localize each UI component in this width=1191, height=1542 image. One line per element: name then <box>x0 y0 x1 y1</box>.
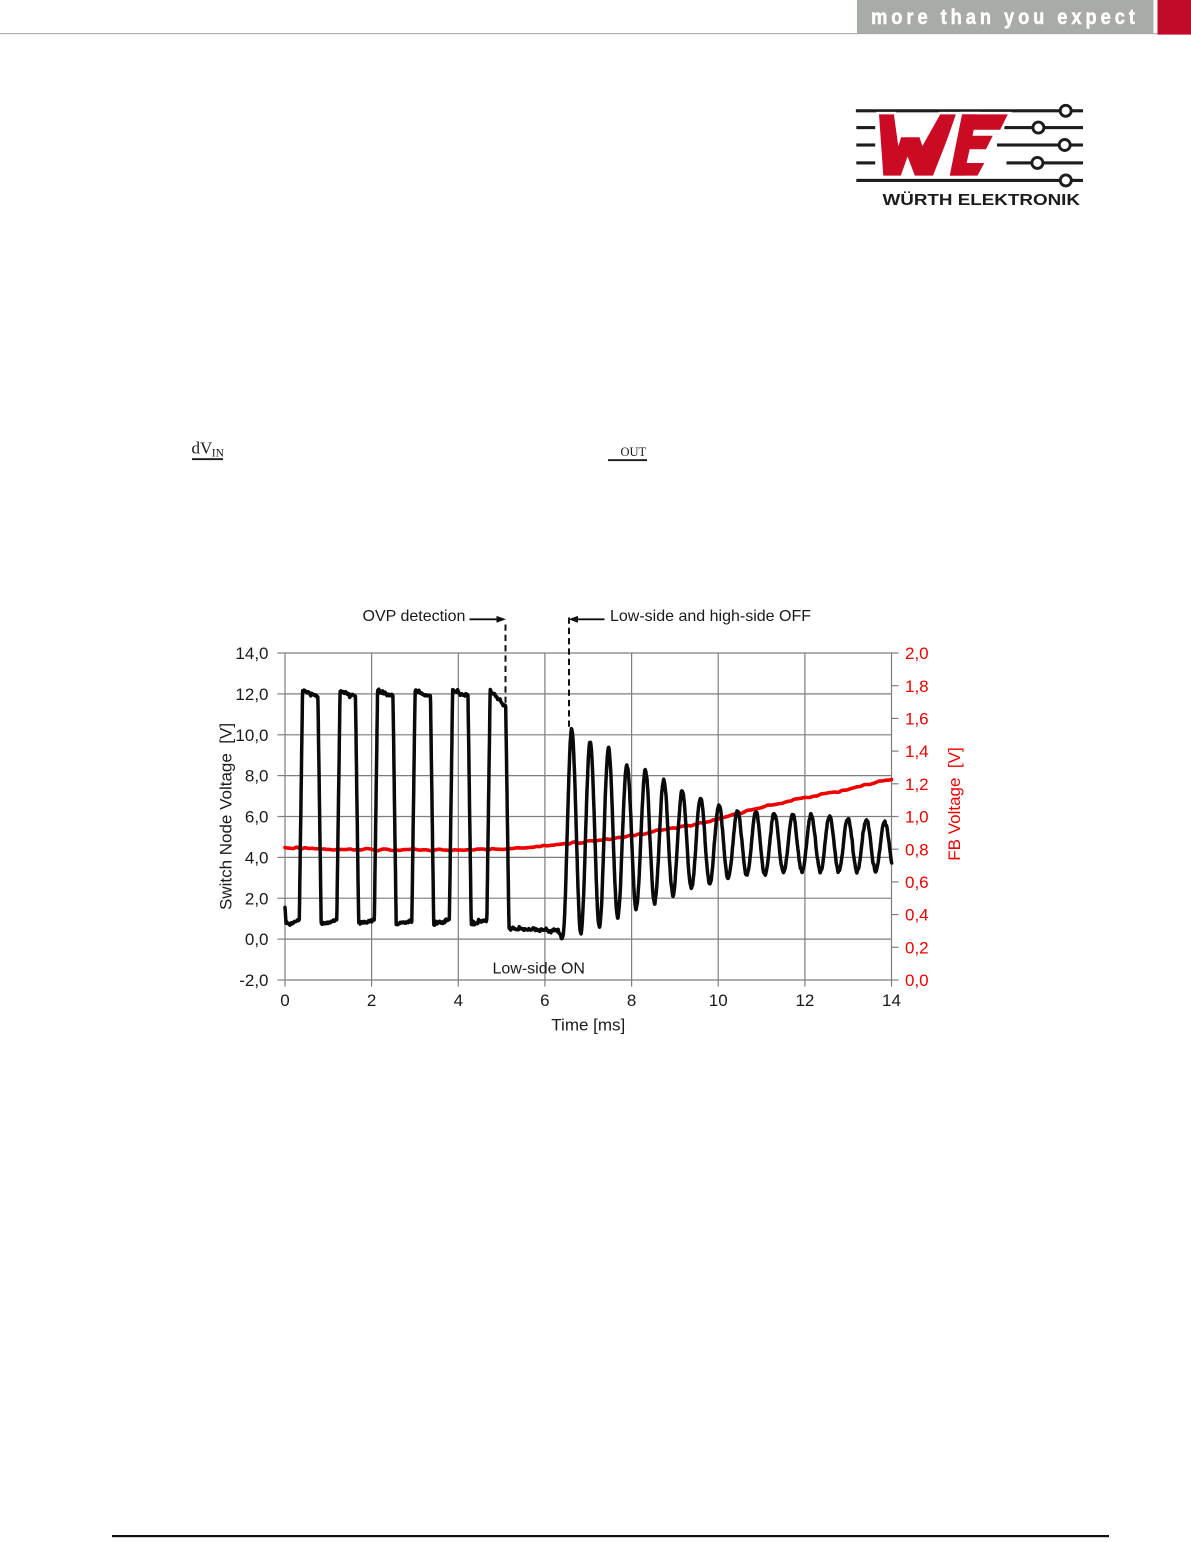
svg-text:1,8: 1,8 <box>905 677 929 696</box>
svg-text:WÜRTH ELEKTRONIK: WÜRTH ELEKTRONIK <box>883 190 1081 209</box>
svg-text:Low-side ON: Low-side ON <box>493 961 585 978</box>
svg-text:1,4: 1,4 <box>905 742 929 761</box>
svg-text:1,2: 1,2 <box>905 775 929 794</box>
svg-text:0,6: 0,6 <box>905 873 929 892</box>
svg-text:Low-side and high-side OFF: Low-side and high-side OFF <box>610 608 811 625</box>
svg-text:14,0: 14,0 <box>235 644 268 663</box>
svg-text:Time [ms]: Time [ms] <box>551 1016 625 1035</box>
svg-text:1,0: 1,0 <box>905 808 929 827</box>
svg-text:OUT: OUT <box>621 445 647 459</box>
svg-text:more than you expect: more than you expect <box>871 5 1139 29</box>
svg-text:0,8: 0,8 <box>905 840 929 859</box>
svg-text:1,6: 1,6 <box>905 710 929 729</box>
svg-text:10: 10 <box>709 991 728 1010</box>
svg-text:6,0: 6,0 <box>245 808 269 827</box>
svg-text:10,0: 10,0 <box>235 726 268 745</box>
svg-text:-2,0: -2,0 <box>239 971 268 990</box>
svg-text:FB Voltage [V]: FB Voltage [V] <box>945 747 964 860</box>
svg-text:0,0: 0,0 <box>905 971 929 990</box>
svg-text:2: 2 <box>367 991 376 1010</box>
svg-text:8,0: 8,0 <box>245 767 269 786</box>
svg-text:0: 0 <box>280 991 289 1010</box>
svg-text:6: 6 <box>540 991 549 1010</box>
svg-text:4: 4 <box>454 991 463 1010</box>
svg-text:2,0: 2,0 <box>905 644 929 663</box>
svg-text:0,4: 0,4 <box>905 906 929 925</box>
svg-text:12,0: 12,0 <box>235 685 268 704</box>
svg-text:14: 14 <box>882 991 901 1010</box>
svg-text:OVP detection: OVP detection <box>363 608 466 625</box>
svg-text:Switch Node Voltage [V]: Switch Node Voltage [V] <box>217 723 236 910</box>
svg-text:2,0: 2,0 <box>245 889 269 908</box>
svg-text:0,2: 0,2 <box>905 938 929 957</box>
svg-text:8: 8 <box>627 991 636 1010</box>
svg-text:12: 12 <box>795 991 814 1010</box>
svg-text:0,0: 0,0 <box>245 930 269 949</box>
svg-text:4,0: 4,0 <box>245 849 269 868</box>
